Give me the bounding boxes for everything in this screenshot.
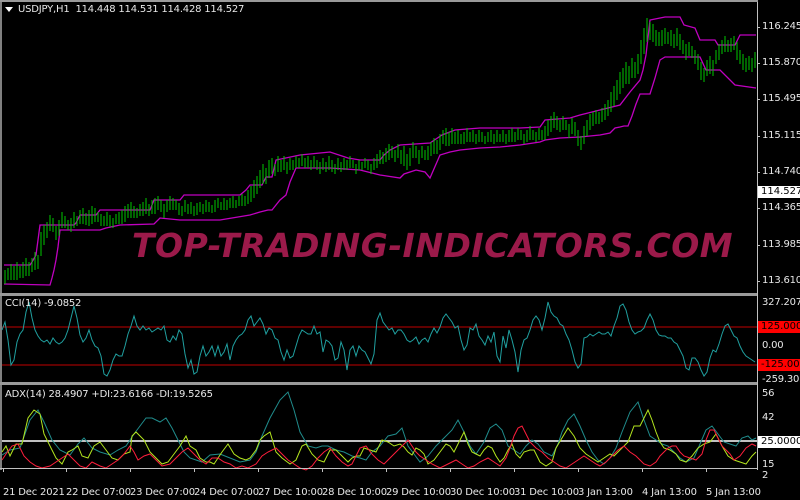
date-label: 4 Jan 13:00 <box>642 487 697 498</box>
adx-axis-top: 56 <box>762 388 775 399</box>
price-tick <box>757 245 760 246</box>
adx-axis-low: 15 <box>762 459 775 470</box>
date-tick <box>386 468 387 472</box>
pane-separator-cci-adx[interactable] <box>0 382 757 385</box>
cci-axis-min: -259.3025 <box>762 374 800 385</box>
date-tick <box>706 468 707 472</box>
symbol-header[interactable]: USDJPY,H1 114.448 114.531 114.428 114.52… <box>5 4 244 15</box>
minus-di-line <box>1 425 757 471</box>
price-tick <box>757 27 760 28</box>
date-tick <box>642 468 643 472</box>
cci-line <box>1 301 756 377</box>
price-axis-label: 113.610 <box>762 275 800 286</box>
date-label: 29 Dec 10:00 <box>386 487 451 498</box>
date-label: 30 Dec 10:00 <box>450 487 515 498</box>
channel-upper-line <box>4 16 756 266</box>
date-tick <box>66 468 67 472</box>
price-tick <box>757 172 760 173</box>
chart-right-border <box>757 0 758 470</box>
price-tick <box>757 63 760 64</box>
adx-axis-bottom: 2 <box>762 470 769 481</box>
chart-left-border <box>0 0 2 470</box>
price-axis-label: 114.740 <box>762 166 800 177</box>
date-tick <box>3 468 4 472</box>
price-axis-label: 116.245 <box>762 21 800 32</box>
symbol-label: USDJPY,H1 <box>18 4 70 15</box>
date-label: 24 Dec 07:00 <box>194 487 259 498</box>
date-tick <box>258 468 259 472</box>
price-tick <box>757 136 760 137</box>
price-axis-label: 115.115 <box>762 130 800 141</box>
price-tick <box>757 99 760 100</box>
current-price-box: 114.527 <box>758 186 800 198</box>
chart-top-border <box>0 0 758 2</box>
date-tick <box>322 468 323 472</box>
date-label: 21 Dec 2021 <box>3 487 65 498</box>
watermark-text: TOP-TRADING-INDICATORS.COM <box>132 226 734 265</box>
dropdown-triangle-icon[interactable] <box>5 6 13 12</box>
date-label: 22 Dec 07:00 <box>66 487 131 498</box>
date-label: 27 Dec 10:00 <box>258 487 323 498</box>
price-axis-label: 114.365 <box>762 202 800 213</box>
cci-label: CCI(14) -9.0852 <box>5 298 82 309</box>
cci-pane[interactable] <box>2 296 757 381</box>
price-axis-label: 115.495 <box>762 93 800 104</box>
adx-axis-mid: 42 <box>762 412 775 423</box>
price-tick <box>757 281 760 282</box>
price-axis-label: 113.985 <box>762 239 800 250</box>
date-tick <box>578 468 579 472</box>
date-label: 28 Dec 10:00 <box>322 487 387 498</box>
time-axis-line <box>0 468 758 469</box>
adx-line <box>1 391 757 465</box>
date-label: 5 Jan 13:00 <box>706 487 761 498</box>
price-tick <box>757 208 760 209</box>
date-label: 3 Jan 13:00 <box>578 487 633 498</box>
channel-lower-line <box>3 56 757 286</box>
pane-separator-main-cci[interactable] <box>0 293 757 296</box>
date-tick <box>130 468 131 472</box>
price-axis-label: 115.870 <box>762 57 800 68</box>
cci-axis-zero: 0.00 <box>762 340 784 351</box>
adx-level-box: 25.0000 <box>758 436 800 448</box>
ohlc-values: 114.448 114.531 114.428 114.527 <box>75 4 245 15</box>
plus-di-line <box>1 408 757 467</box>
cci-axis-max: 327.2074 <box>762 297 800 308</box>
date-label: 31 Dec 10:00 <box>514 487 579 498</box>
date-label: 23 Dec 07:00 <box>130 487 195 498</box>
cci-upper-level-box: 125.0000 <box>758 321 800 333</box>
date-tick <box>514 468 515 472</box>
candles <box>4 18 756 284</box>
date-tick <box>450 468 451 472</box>
adx-label: ADX(14) 28.4907 +DI:23.6166 -DI:19.5265 <box>5 389 213 400</box>
date-tick <box>194 468 195 472</box>
cci-lower-level-box: -125.0000 <box>758 359 800 371</box>
